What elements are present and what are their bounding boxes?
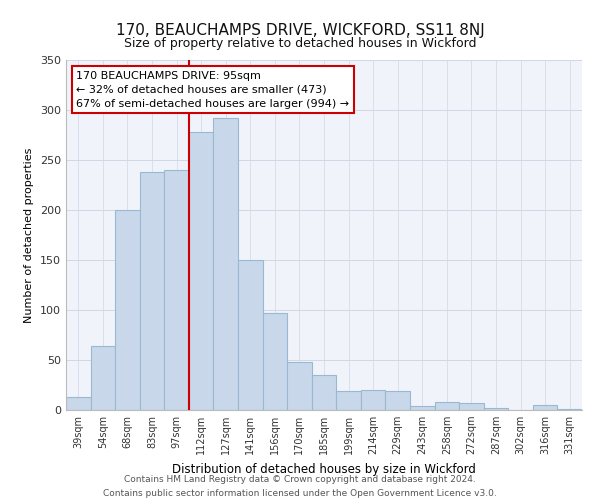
Bar (533, 405, 557, 410)
Text: 170 BEAUCHAMPS DRIVE: 95sqm
← 32% of detached houses are smaller (473)
67% of se: 170 BEAUCHAMPS DRIVE: 95sqm ← 32% of det… (76, 70, 349, 108)
Bar (263, 313, 287, 410)
Bar (140, 172, 164, 410)
Bar (336, 391, 361, 410)
Text: Contains HM Land Registry data © Crown copyright and database right 2024.
Contai: Contains HM Land Registry data © Crown c… (103, 476, 497, 498)
Bar (385, 391, 410, 410)
Text: Size of property relative to detached houses in Wickford: Size of property relative to detached ho… (124, 38, 476, 51)
Bar (115, 210, 140, 410)
Bar (459, 403, 484, 410)
Bar (164, 170, 189, 410)
Bar (238, 260, 263, 410)
Bar (312, 375, 336, 410)
Bar (214, 118, 238, 410)
Bar (557, 409, 582, 410)
Bar (410, 406, 434, 410)
Bar (361, 390, 385, 410)
Text: 170, BEAUCHAMPS DRIVE, WICKFORD, SS11 8NJ: 170, BEAUCHAMPS DRIVE, WICKFORD, SS11 8N… (116, 22, 484, 38)
Y-axis label: Number of detached properties: Number of detached properties (25, 148, 34, 322)
Bar (91, 346, 115, 410)
Bar (434, 402, 459, 410)
Bar (287, 362, 312, 410)
Bar (66, 397, 91, 410)
X-axis label: Distribution of detached houses by size in Wickford: Distribution of detached houses by size … (172, 462, 476, 475)
Bar (484, 408, 508, 410)
Bar (189, 132, 214, 410)
